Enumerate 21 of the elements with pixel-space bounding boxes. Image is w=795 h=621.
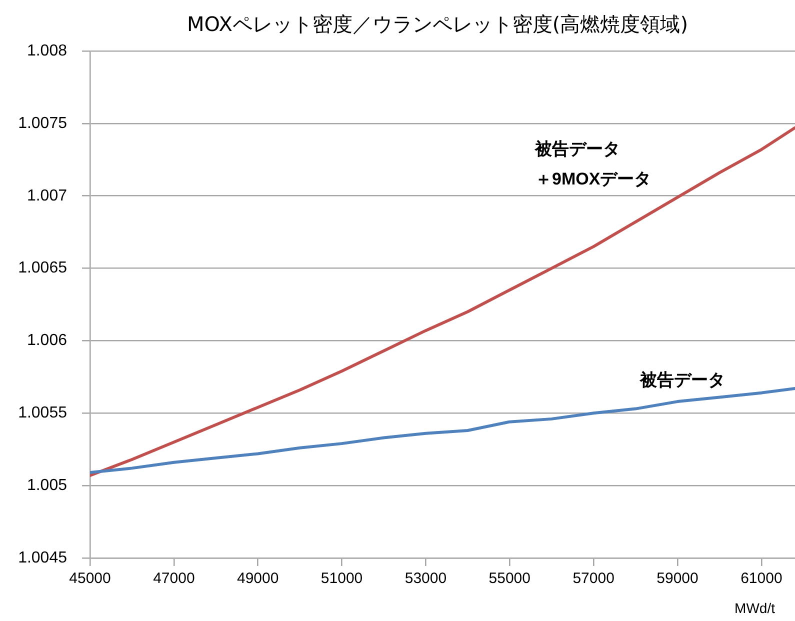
y-tick-label: 1.0075	[18, 114, 68, 132]
y-tick-label: 1.0055	[18, 404, 68, 422]
x-tick-label: 47000	[153, 570, 195, 588]
x-tick-label: 53000	[404, 570, 447, 588]
x-axis-title: MWd/t	[734, 600, 776, 616]
series-label: 被告データ	[639, 370, 725, 390]
x-tick-label: 51000	[320, 570, 363, 588]
x-tick-label: 57000	[572, 570, 614, 588]
x-tick-label: 45000	[69, 570, 111, 588]
y-tick-label: 1.0065	[18, 260, 68, 277]
y-tick-label: 1.0045	[18, 549, 68, 566]
series-label: 被告データ＋9MOXデータ	[534, 140, 652, 189]
y-tick-label: 1.008	[26, 42, 68, 60]
y-tick-label: 1.007	[26, 187, 68, 204]
y-tick-label: 1.005	[26, 476, 68, 494]
y-tick-label: 1.006	[26, 332, 68, 350]
x-tick-label: 49000	[237, 570, 279, 588]
x-tick-label: 61000	[740, 570, 782, 588]
chart-title: MOXペレット密度／ウランペレット密度(高燃焼度領域)	[186, 11, 690, 38]
x-tick-label: 55000	[488, 570, 530, 588]
x-tick-label: 59000	[656, 570, 698, 588]
